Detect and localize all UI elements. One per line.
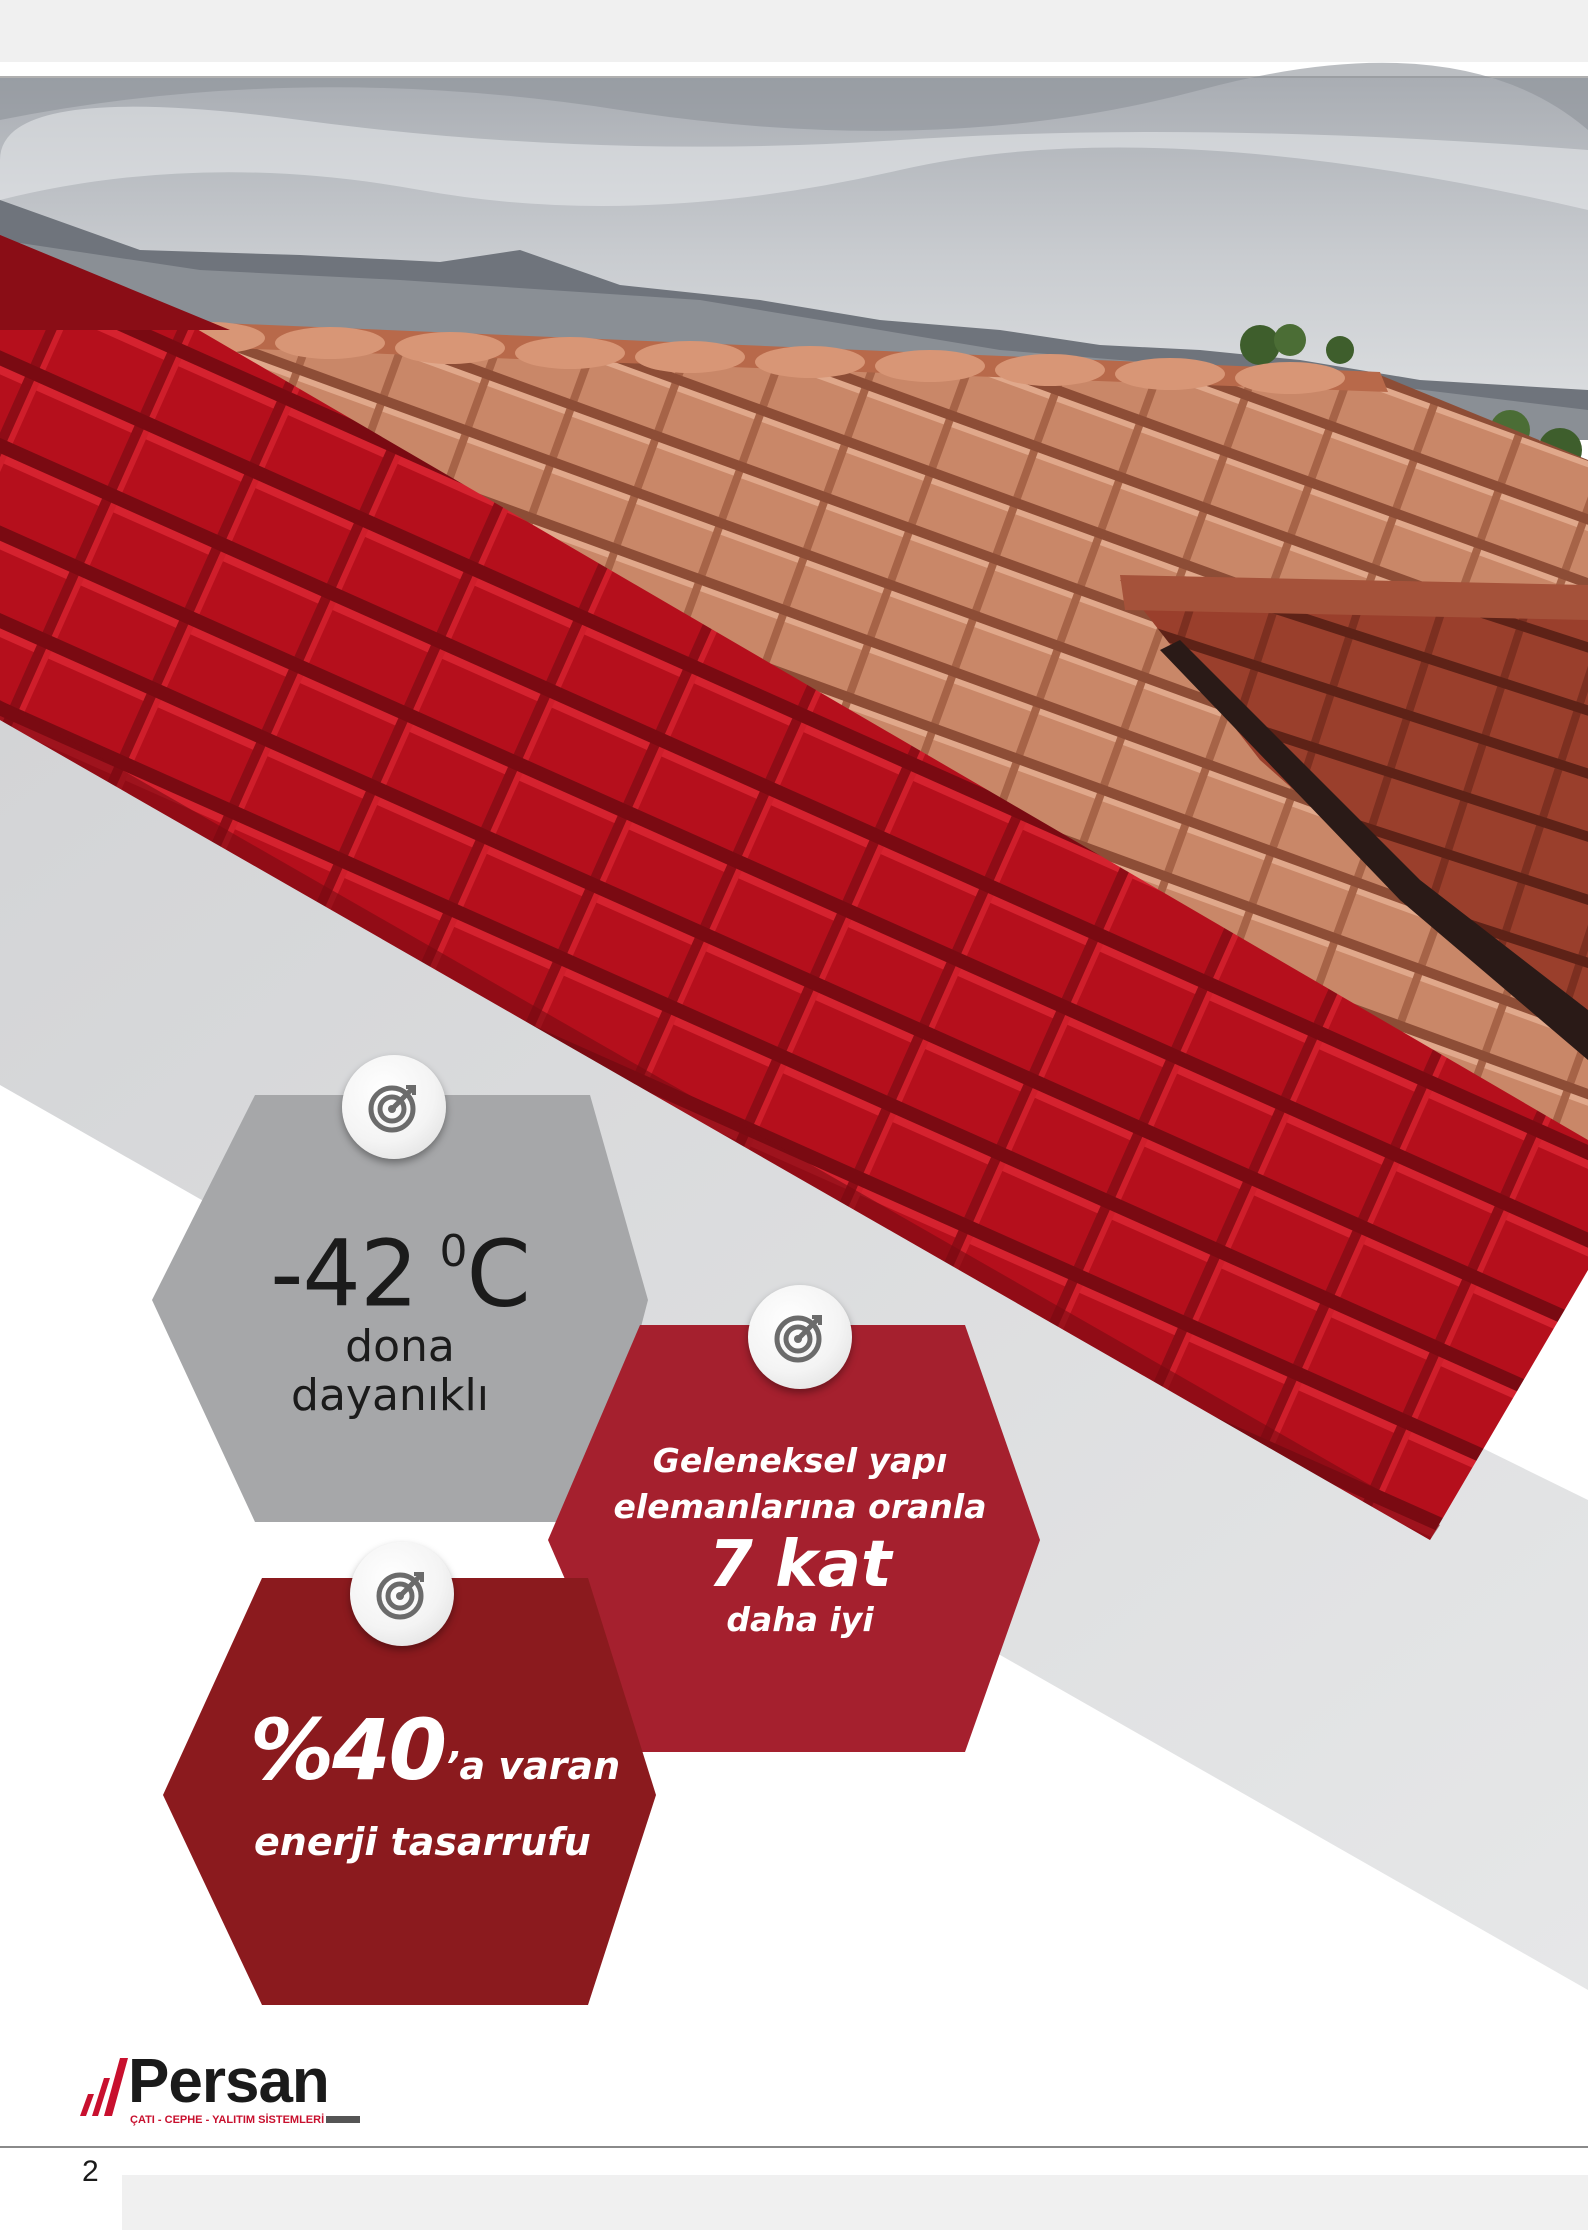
build-highlight: 7 kat [708,1528,892,1602]
hex-energy-shape [163,1578,656,2005]
energy-line1: %40’a varan [250,1705,650,1820]
build-line2: elemanlarına oranla [613,1487,987,1526]
hex-energy: %40’a varan enerji tasarrufu [250,1705,650,1864]
target-icon [368,1085,416,1133]
hex-build: Geleneksel yapı elemanlarına oranla 7 ka… [590,1438,1010,1640]
cold-line1: dona [345,1320,455,1372]
brand-name: Persan [128,2047,330,2116]
target-icon-badge-energy [350,1542,454,1646]
tagline-bar [326,2116,360,2123]
energy-suffix: ’a varan [445,1744,621,1788]
hex-build-shape [548,1325,1040,1752]
build-line1: Geleneksel yapı [652,1441,948,1480]
cold-line2: dayanıklı [291,1369,489,1421]
brand-logo: Persan ÇATI - CEPHE - YALITIM SİSTEMLERİ [78,2048,378,2128]
energy-line2: enerji tasarrufu [254,1820,591,1864]
target-icon-badge-build [748,1285,852,1389]
target-icon [774,1315,822,1363]
target-icon-badge-cold [342,1055,446,1159]
hex-cold-shape [152,1095,648,1522]
target-icon [376,1572,424,1620]
cold-unit: C [466,1220,531,1328]
brand-tagline: ÇATI - CEPHE - YALITIM SİSTEMLERİ [130,2114,325,2126]
energy-highlight: %40 [250,1701,447,1799]
hex-cold: -42 0C dona dayanıklı [200,1210,600,1421]
cold-value: -42 [270,1220,418,1328]
cold-value-line: -42 0C [200,1210,600,1325]
page-number: 2 [82,2155,99,2188]
cold-unit-sup: 0 [439,1226,468,1277]
build-line3: daha iyi [726,1600,874,1639]
brand-mark-icon [80,2058,128,2116]
